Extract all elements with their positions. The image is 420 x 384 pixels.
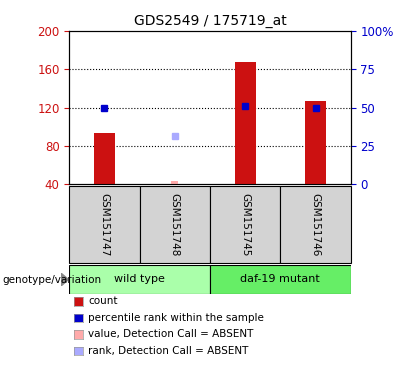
Text: percentile rank within the sample: percentile rank within the sample	[88, 313, 264, 323]
Bar	[139, 186, 210, 263]
Bar	[69, 265, 210, 294]
Text: count: count	[88, 296, 118, 306]
Text: GSM151747: GSM151747	[100, 193, 110, 257]
Text: GSM151745: GSM151745	[240, 193, 250, 257]
Text: GSM151748: GSM151748	[170, 193, 180, 257]
Text: wild type: wild type	[114, 274, 165, 285]
Bar	[171, 182, 178, 184]
Bar	[281, 186, 351, 263]
Bar	[94, 134, 115, 184]
Text: GSM151746: GSM151746	[310, 193, 320, 257]
Text: rank, Detection Call = ABSENT: rank, Detection Call = ABSENT	[88, 346, 249, 356]
Text: value, Detection Call = ABSENT: value, Detection Call = ABSENT	[88, 329, 254, 339]
Title: GDS2549 / 175719_at: GDS2549 / 175719_at	[134, 14, 286, 28]
Text: genotype/variation: genotype/variation	[2, 275, 101, 285]
Text: daf-19 mutant: daf-19 mutant	[241, 274, 320, 285]
Bar	[235, 62, 256, 184]
Polygon shape	[61, 273, 68, 286]
Bar	[69, 186, 139, 263]
Bar	[305, 101, 326, 184]
Bar	[210, 265, 351, 294]
Bar	[210, 186, 281, 263]
